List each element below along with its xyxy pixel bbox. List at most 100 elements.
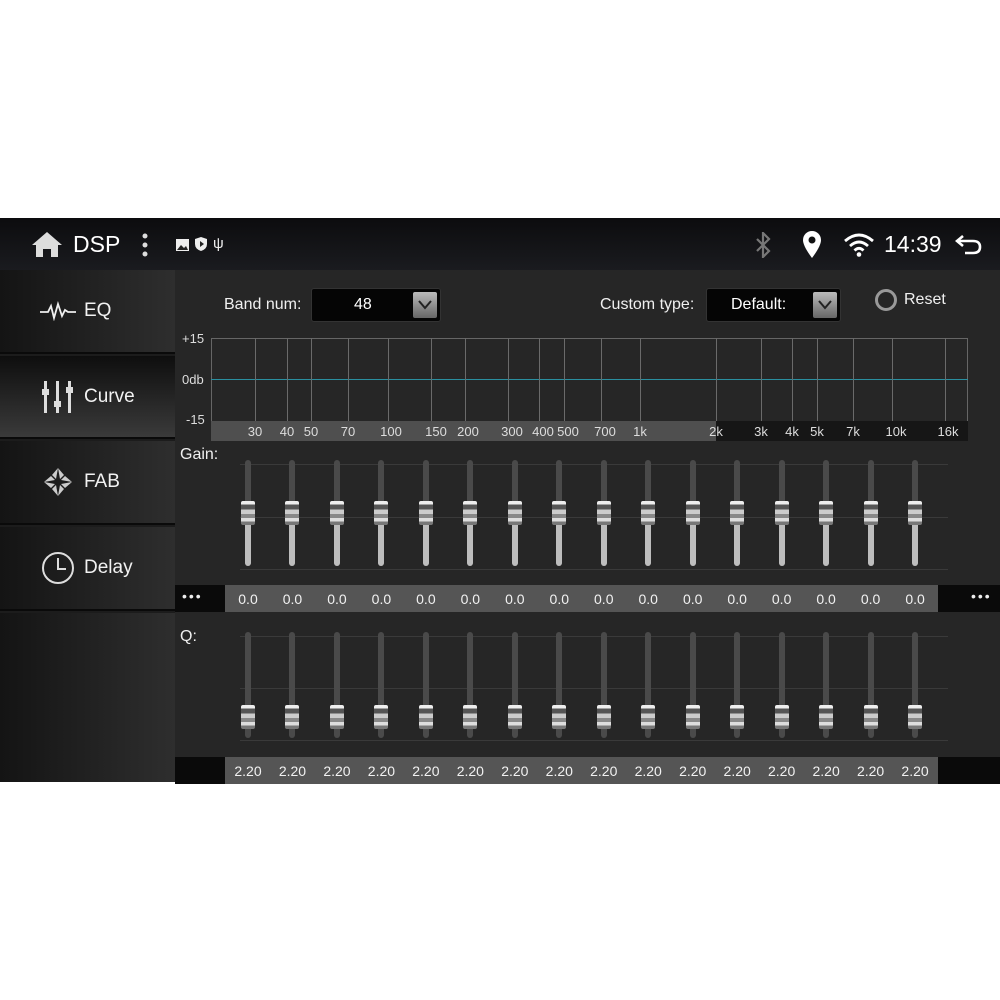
q-slider-thumb[interactable] xyxy=(774,705,789,729)
gain-slider-thumb[interactable] xyxy=(374,501,389,525)
y-label-zero: 0db xyxy=(182,372,204,387)
q-slider-track[interactable] xyxy=(734,632,741,738)
sidebar-item-label: Curve xyxy=(84,385,135,407)
q-slider-thumb[interactable] xyxy=(374,705,389,729)
q-slider-track[interactable] xyxy=(645,632,652,738)
y-label-bottom: -15 xyxy=(186,412,205,427)
q-slider-track[interactable] xyxy=(422,632,429,738)
q-slider-thumb[interactable] xyxy=(329,705,344,729)
eq-curve-line xyxy=(211,379,968,380)
back-icon[interactable] xyxy=(954,232,983,261)
q-slider-thumb[interactable] xyxy=(730,705,745,729)
gain-slider-fill xyxy=(422,513,429,566)
sidebar-item-eq[interactable]: EQ xyxy=(0,270,175,354)
more-dots-icon: ••• xyxy=(182,588,203,604)
gain-slider-thumb[interactable] xyxy=(596,501,611,525)
sidebar-item-delay[interactable]: Delay xyxy=(0,527,175,611)
grid-line xyxy=(255,338,256,421)
gain-scroll-left[interactable]: ••• xyxy=(175,585,225,612)
q-slider-track[interactable] xyxy=(600,632,607,738)
custom-type-select[interactable]: Default: xyxy=(706,288,841,322)
q-slider-thumb[interactable] xyxy=(285,705,300,729)
reset-radio[interactable] xyxy=(875,289,897,311)
q-slider-track[interactable] xyxy=(778,632,785,738)
gain-slider-thumb[interactable] xyxy=(641,501,656,525)
sidebar-item-curve[interactable]: Curve xyxy=(0,356,175,439)
sidebar: EQ Curve FAB Delay xyxy=(0,270,175,782)
q-slider-thumb[interactable] xyxy=(241,705,255,729)
reset-label[interactable]: Reset xyxy=(904,291,946,308)
gain-slider-fill xyxy=(645,513,652,566)
gain-slider-thumb[interactable] xyxy=(507,501,522,525)
gain-slider-thumb[interactable] xyxy=(730,501,745,525)
q-guide-line xyxy=(240,740,948,741)
q-value: 2.20 xyxy=(590,763,618,779)
q-slider-thumb[interactable] xyxy=(641,705,656,729)
gain-slider-thumb[interactable] xyxy=(552,501,567,525)
q-slider-thumb[interactable] xyxy=(596,705,611,729)
home-icon[interactable] xyxy=(30,230,64,263)
gain-slider-thumb[interactable] xyxy=(685,501,700,525)
dsp-app: DSP ψ 14:39 EQ Curve FAB Delay xyxy=(0,218,1000,784)
q-slider-thumb[interactable] xyxy=(552,705,567,729)
sidebar-item-fab[interactable]: FAB xyxy=(0,441,175,525)
grid-line xyxy=(853,338,854,421)
q-slider-thumb[interactable] xyxy=(819,705,834,729)
gain-slider-thumb[interactable] xyxy=(774,501,789,525)
gain-slider-thumb[interactable] xyxy=(241,501,255,525)
custom-type-label: Custom type: xyxy=(600,296,695,313)
more-vert-icon[interactable] xyxy=(141,233,149,262)
q-slider-thumb[interactable] xyxy=(463,705,478,729)
q-slider-thumb[interactable] xyxy=(863,705,878,729)
y-label-top: +15 xyxy=(182,331,205,346)
q-slider-track[interactable] xyxy=(511,632,518,738)
q-slider-thumb[interactable] xyxy=(908,705,923,729)
q-slider-track[interactable] xyxy=(378,632,385,738)
q-slider-thumb[interactable] xyxy=(507,705,522,729)
freq-tick-label: 70 xyxy=(340,424,356,439)
band-num-select[interactable]: 48 xyxy=(311,288,441,322)
gain-slider-thumb[interactable] xyxy=(863,501,878,525)
band-num-value: 48 xyxy=(354,296,372,313)
gain-slider-fill xyxy=(467,513,474,566)
gain-slider-thumb[interactable] xyxy=(463,501,478,525)
gain-value: 0.0 xyxy=(238,591,258,607)
clock-icon xyxy=(40,550,76,586)
gain-value: 0.0 xyxy=(282,591,303,607)
grid-line xyxy=(564,338,565,421)
q-slider-thumb[interactable] xyxy=(685,705,700,729)
chevron-down-icon[interactable] xyxy=(413,292,437,318)
q-value: 2.20 xyxy=(234,763,262,779)
gain-scroll-right[interactable]: ••• xyxy=(938,585,1000,612)
gain-slider-fill xyxy=(245,513,251,566)
q-slider-track[interactable] xyxy=(823,632,830,738)
freq-tick-label: 100 xyxy=(380,424,402,439)
grid-line xyxy=(601,338,602,421)
chevron-down-icon[interactable] xyxy=(813,292,837,318)
gain-value: 0.0 xyxy=(460,591,481,607)
grid-line xyxy=(817,338,818,421)
gain-value: 0.0 xyxy=(816,591,836,607)
gain-values-strip xyxy=(225,585,938,612)
q-slider-track[interactable] xyxy=(333,632,340,738)
gain-slider-thumb[interactable] xyxy=(908,501,923,525)
q-slider-thumb[interactable] xyxy=(418,705,433,729)
wifi-icon xyxy=(843,233,875,262)
q-value: 2.20 xyxy=(679,763,707,779)
freq-tick-label: 3k xyxy=(754,424,768,439)
waveform-icon xyxy=(40,293,76,329)
q-slider-track[interactable] xyxy=(289,632,296,738)
gain-slider-thumb[interactable] xyxy=(285,501,300,525)
q-slider-track[interactable] xyxy=(556,632,563,738)
clock-time: 14:39 xyxy=(884,231,942,257)
freq-tick-label: 5k xyxy=(810,424,824,439)
q-slider-track[interactable] xyxy=(867,632,874,738)
gain-slider-thumb[interactable] xyxy=(418,501,433,525)
q-slider-track[interactable] xyxy=(689,632,696,738)
gain-slider-thumb[interactable] xyxy=(819,501,834,525)
q-slider-track[interactable] xyxy=(912,632,919,738)
gain-slider-fill xyxy=(778,513,785,566)
gain-slider-thumb[interactable] xyxy=(329,501,344,525)
q-slider-track[interactable] xyxy=(245,632,251,738)
q-slider-track[interactable] xyxy=(467,632,474,738)
